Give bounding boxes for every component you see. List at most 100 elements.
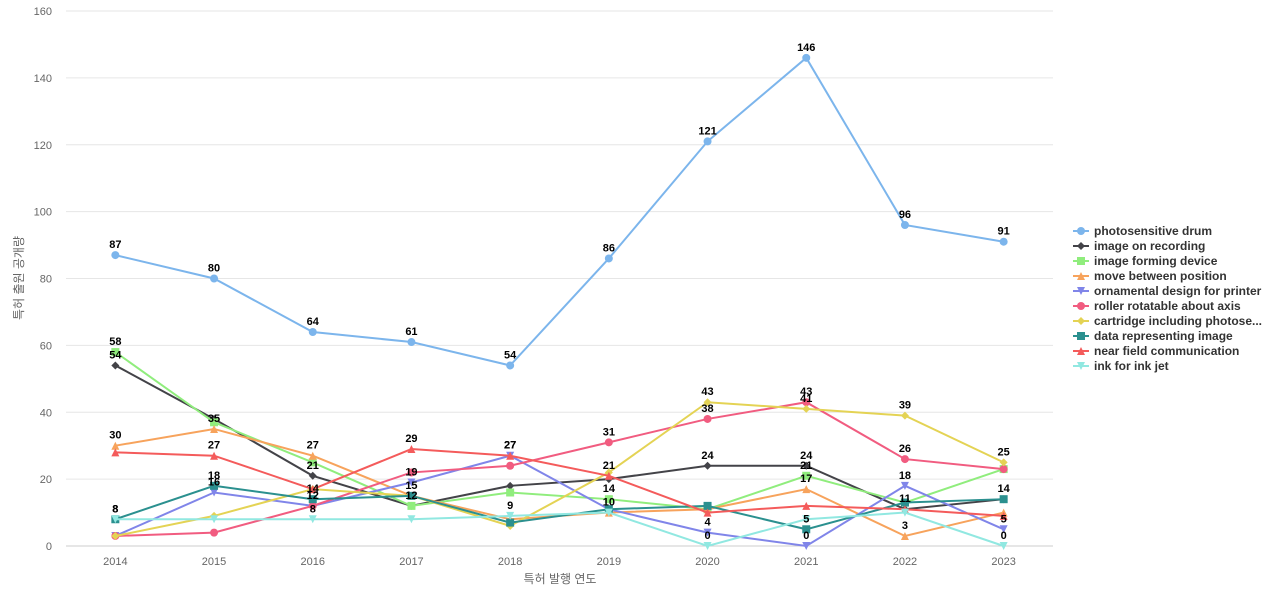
data-point[interactable]	[111, 348, 120, 357]
data-point[interactable]	[407, 468, 416, 477]
data-point[interactable]	[999, 237, 1008, 246]
data-point[interactable]	[111, 515, 120, 524]
data-point[interactable]	[407, 478, 416, 487]
legend-item[interactable]: photosensitive drum	[1073, 224, 1212, 238]
legend-item[interactable]: ornamental design for printer	[1073, 284, 1262, 298]
data-point[interactable]	[210, 451, 219, 460]
data-point[interactable]	[604, 508, 613, 517]
data-point[interactable]	[604, 495, 613, 504]
data-point[interactable]	[111, 361, 120, 370]
series-line[interactable]	[115, 511, 1004, 548]
data-point[interactable]	[703, 414, 712, 423]
legend-item[interactable]: ink for ink jet	[1073, 359, 1169, 373]
data-point[interactable]	[308, 485, 317, 494]
data-point[interactable]	[506, 511, 515, 520]
data-point[interactable]	[999, 525, 1008, 534]
data-point[interactable]	[703, 542, 712, 550]
data-point[interactable]	[999, 542, 1008, 550]
data-point[interactable]	[802, 515, 811, 524]
data-point[interactable]	[506, 451, 515, 460]
data-point[interactable]	[210, 528, 219, 537]
data-point[interactable]	[802, 398, 811, 407]
data-point[interactable]	[900, 455, 909, 464]
series-line[interactable]	[115, 401, 1005, 537]
data-point[interactable]	[111, 441, 120, 450]
data-point[interactable]	[900, 531, 909, 540]
data-point[interactable]	[802, 53, 811, 62]
legend-item[interactable]: cartridge including photose...	[1073, 314, 1262, 328]
y-tick-label: 120	[34, 140, 52, 152]
legend-item[interactable]: roller rotatable about axis	[1073, 299, 1241, 313]
data-point[interactable]	[703, 508, 712, 517]
data-point[interactable]	[407, 338, 416, 347]
data-point[interactable]	[210, 418, 219, 427]
data-point[interactable]	[900, 411, 909, 420]
series-line[interactable]	[115, 56, 1004, 367]
data-label: 19	[405, 466, 417, 478]
data-point[interactable]	[308, 458, 317, 467]
data-point[interactable]	[604, 438, 613, 447]
legend-item[interactable]: data representing image	[1073, 329, 1233, 343]
data-point[interactable]	[407, 501, 416, 510]
legend-item[interactable]: image on recording	[1073, 239, 1205, 253]
data-point[interactable]	[900, 508, 909, 517]
y-tick-label: 60	[40, 340, 52, 352]
data-point[interactable]	[111, 448, 120, 457]
data-point[interactable]	[604, 471, 613, 480]
data-point[interactable]	[407, 515, 416, 524]
series-line[interactable]	[114, 351, 1004, 511]
data-point[interactable]	[407, 445, 416, 454]
data-point[interactable]	[900, 221, 909, 229]
data-point[interactable]	[802, 404, 811, 413]
data-point[interactable]	[407, 491, 416, 500]
data-point[interactable]	[506, 481, 515, 490]
series-line[interactable]	[115, 448, 1004, 517]
data-point[interactable]	[308, 495, 317, 504]
data-point[interactable]	[802, 461, 811, 470]
data-point[interactable]	[506, 361, 515, 370]
data-point[interactable]	[210, 274, 219, 283]
data-point[interactable]	[210, 424, 219, 433]
legend-item[interactable]: move between position	[1073, 269, 1227, 283]
data-point[interactable]	[506, 461, 515, 470]
data-point[interactable]	[999, 511, 1008, 520]
data-point[interactable]	[999, 465, 1008, 474]
data-point[interactable]	[900, 498, 909, 507]
data-label: 0	[704, 530, 710, 542]
data-point[interactable]	[703, 461, 712, 470]
data-point[interactable]	[802, 525, 811, 534]
data-point[interactable]	[703, 528, 712, 537]
data-point[interactable]	[802, 471, 811, 480]
data-point[interactable]	[210, 515, 219, 524]
legend-item[interactable]: image forming device	[1073, 254, 1218, 268]
y-tick-label: 20	[40, 474, 52, 486]
data-point[interactable]	[506, 518, 515, 527]
data-point[interactable]	[604, 254, 613, 263]
data-label: 12	[405, 490, 417, 502]
data-point[interactable]	[308, 501, 317, 510]
data-point[interactable]	[111, 531, 120, 540]
series-8	[111, 445, 1008, 520]
series-line[interactable]	[114, 454, 1005, 548]
data-point[interactable]	[999, 458, 1008, 467]
data-point[interactable]	[210, 488, 219, 497]
data-point[interactable]	[999, 495, 1008, 504]
data-point[interactable]	[703, 137, 712, 146]
data-point[interactable]	[802, 501, 811, 510]
data-point[interactable]	[703, 398, 712, 407]
data-point[interactable]	[308, 451, 317, 460]
data-point[interactable]	[308, 471, 317, 480]
data-point[interactable]	[308, 328, 317, 336]
data-point[interactable]	[703, 501, 712, 510]
data-point[interactable]	[210, 481, 219, 490]
data-point[interactable]	[802, 542, 811, 550]
legend-item[interactable]: near field communication	[1073, 344, 1239, 358]
data-label: 80	[208, 263, 220, 275]
legend-marker-icon	[1077, 227, 1085, 235]
data-point[interactable]	[111, 251, 120, 260]
data-point[interactable]	[900, 481, 909, 490]
data-point[interactable]	[308, 515, 317, 524]
data-point[interactable]	[802, 485, 811, 494]
data-point[interactable]	[506, 488, 515, 497]
